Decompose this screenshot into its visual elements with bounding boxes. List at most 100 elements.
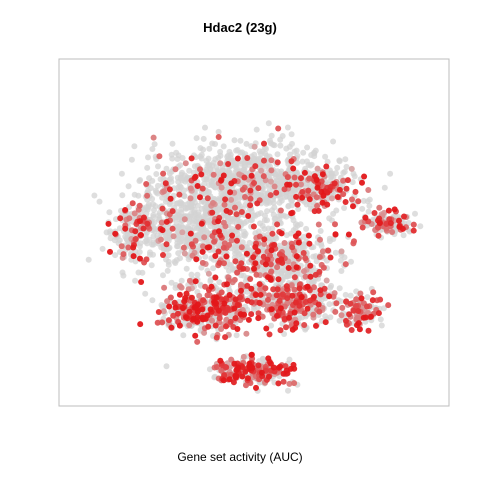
- data-point: [266, 187, 273, 194]
- data-point: [332, 249, 339, 256]
- data-point: [242, 194, 248, 200]
- data-point: [188, 155, 195, 162]
- data-point: [166, 303, 173, 310]
- data-point: [210, 200, 216, 206]
- data-point: [166, 186, 173, 193]
- data-point: [159, 205, 166, 212]
- data-point: [261, 241, 268, 247]
- data-point: [364, 303, 370, 310]
- data-point: [132, 258, 139, 265]
- data-point: [202, 253, 209, 260]
- data-point: [218, 177, 224, 184]
- data-point: [192, 237, 199, 244]
- data-point: [198, 205, 205, 212]
- data-point: [376, 204, 383, 211]
- data-point: [338, 312, 345, 319]
- data-point: [293, 193, 300, 200]
- data-point: [291, 148, 298, 155]
- data-point: [193, 256, 200, 263]
- data-point: [380, 305, 387, 312]
- data-point: [126, 215, 133, 222]
- data-point: [200, 213, 207, 220]
- data-point: [290, 187, 297, 194]
- data-point: [328, 282, 335, 289]
- data-point: [327, 254, 334, 261]
- data-point: [338, 268, 345, 274]
- data-point: [172, 284, 179, 291]
- data-point: [175, 250, 182, 257]
- data-point: [275, 364, 282, 371]
- data-point: [172, 304, 179, 311]
- data-point: [118, 243, 125, 250]
- data-point: [396, 217, 402, 224]
- data-point: [238, 244, 245, 251]
- data-point: [122, 225, 129, 232]
- data-point: [273, 189, 280, 196]
- data-point: [268, 167, 275, 174]
- data-point: [137, 321, 144, 328]
- data-point: [293, 181, 299, 188]
- data-point: [266, 292, 272, 299]
- data-point: [269, 230, 276, 237]
- data-point: [217, 206, 224, 213]
- data-point: [387, 220, 394, 227]
- data-point: [176, 291, 183, 298]
- data-point: [216, 260, 223, 266]
- data-point: [256, 299, 263, 306]
- data-point: [317, 228, 324, 234]
- data-point: [410, 221, 417, 228]
- data-point: [376, 219, 383, 226]
- data-point: [258, 167, 265, 174]
- data-point: [159, 227, 166, 234]
- data-point: [215, 248, 222, 255]
- data-point: [151, 141, 158, 148]
- data-point: [274, 221, 281, 228]
- data-point: [328, 174, 334, 180]
- data-point: [301, 169, 308, 176]
- data-point: [251, 143, 258, 150]
- data-point: [282, 273, 289, 280]
- data-point: [161, 188, 167, 195]
- data-point: [232, 258, 239, 265]
- data-point: [131, 143, 138, 150]
- data-point: [326, 167, 333, 174]
- data-point: [194, 183, 201, 189]
- data-point: [199, 259, 206, 266]
- data-point: [359, 224, 366, 231]
- data-point: [186, 218, 193, 225]
- data-point: [161, 284, 168, 291]
- data-point: [168, 178, 175, 185]
- data-point: [342, 199, 349, 205]
- data-point: [229, 232, 236, 239]
- data-point: [147, 185, 154, 192]
- data-point: [334, 164, 341, 171]
- data-point: [213, 294, 220, 301]
- data-point: [212, 322, 219, 329]
- data-point: [252, 292, 259, 298]
- data-point: [354, 314, 361, 321]
- data-point: [291, 286, 298, 293]
- data-point: [282, 194, 289, 200]
- data-point: [231, 360, 238, 367]
- data-point: [377, 296, 384, 303]
- data-point: [290, 165, 297, 172]
- data-point: [159, 319, 166, 326]
- data-point: [156, 215, 163, 222]
- data-point: [256, 148, 263, 155]
- data-point: [377, 316, 384, 323]
- data-point: [304, 158, 310, 165]
- data-point: [157, 176, 164, 183]
- data-point: [267, 178, 274, 185]
- data-point: [275, 380, 282, 387]
- data-point: [242, 368, 249, 375]
- data-point: [396, 223, 403, 230]
- data-point: [319, 248, 326, 255]
- data-point: [212, 141, 219, 147]
- data-point: [322, 153, 329, 160]
- data-point: [312, 271, 319, 278]
- data-point: [265, 162, 272, 169]
- data-point: [160, 308, 167, 315]
- data-point: [270, 286, 277, 293]
- data-point: [142, 290, 149, 297]
- data-point: [256, 233, 263, 240]
